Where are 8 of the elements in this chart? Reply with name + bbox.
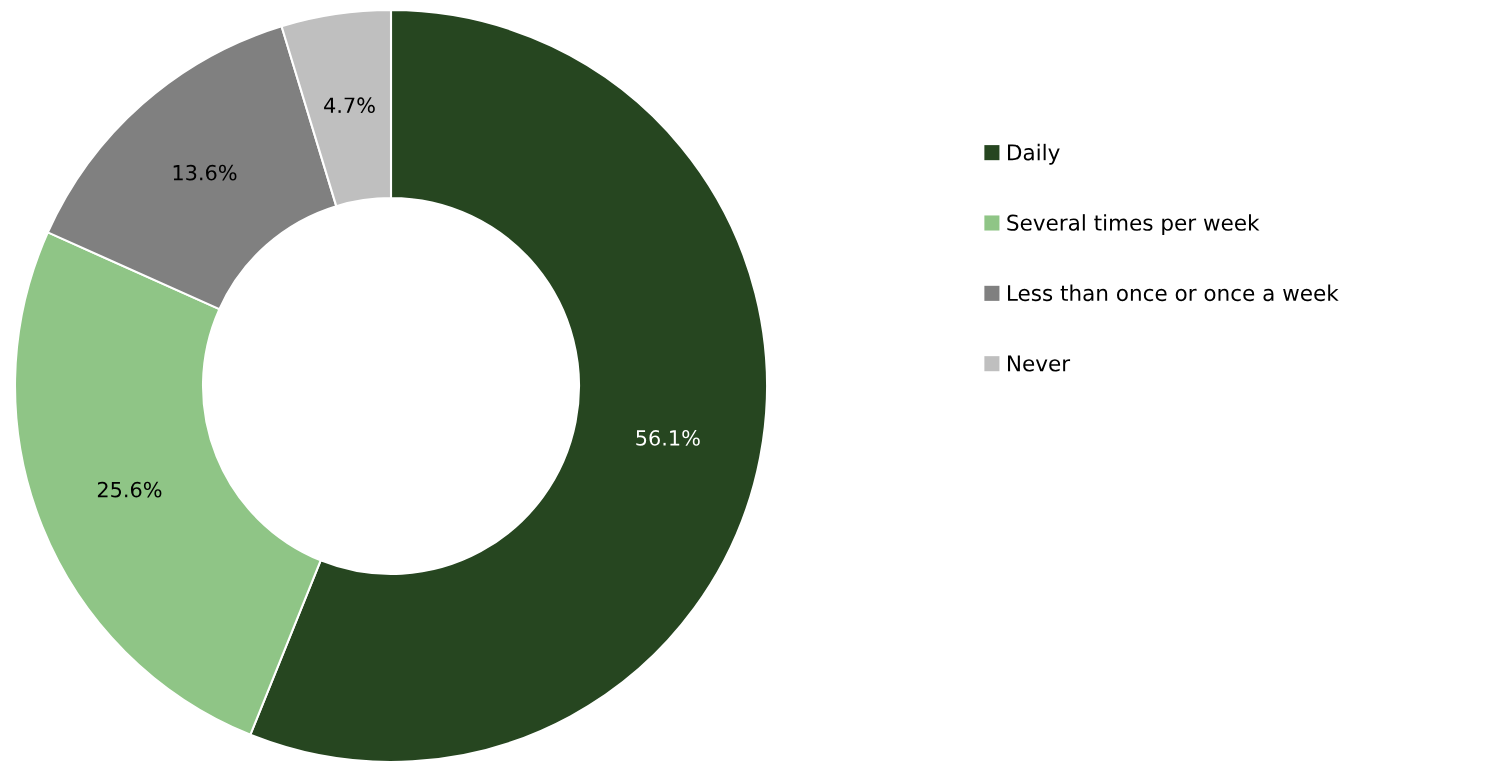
legend-label: Never bbox=[1008, 355, 1071, 372]
data-label: 13.6% bbox=[173, 164, 237, 181]
legend-label: Several times per week bbox=[1007, 214, 1260, 235]
data-label: 25.6% bbox=[97, 481, 162, 498]
data-label: 56.1% bbox=[636, 430, 700, 446]
data-label: 4.7% bbox=[324, 97, 375, 114]
legend-label: Less than once or once a week bbox=[1008, 284, 1339, 302]
legend-label: Daily bbox=[1008, 143, 1060, 165]
